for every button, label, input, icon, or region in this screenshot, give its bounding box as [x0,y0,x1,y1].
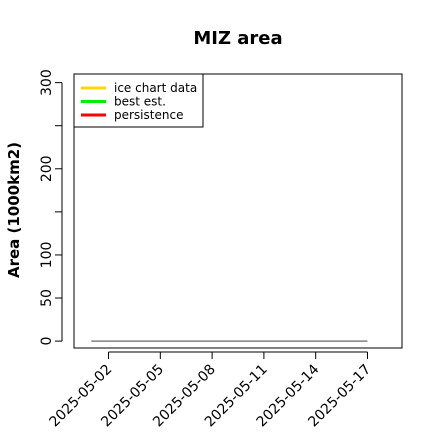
y-tick-label: 0 [39,337,55,346]
legend-label: ice chart data [114,81,197,95]
legend-box [73,73,204,128]
plot-frame [73,73,403,349]
y-tick-label: 50 [39,289,55,307]
legend-label: persistence [114,108,183,122]
chart-title: MIZ area [193,28,282,49]
legend-label: best est. [114,95,166,109]
y-tick-label: 100 [39,242,55,269]
x-axis: 2025-05-022025-05-052025-05-082025-05-11… [47,351,374,430]
y-tick-label: 300 [39,69,55,96]
y-tick-label: 200 [39,155,55,182]
y-axis: 0 50 100 200 300 [39,69,63,346]
y-axis-label: Area (1000km2) [5,142,23,278]
